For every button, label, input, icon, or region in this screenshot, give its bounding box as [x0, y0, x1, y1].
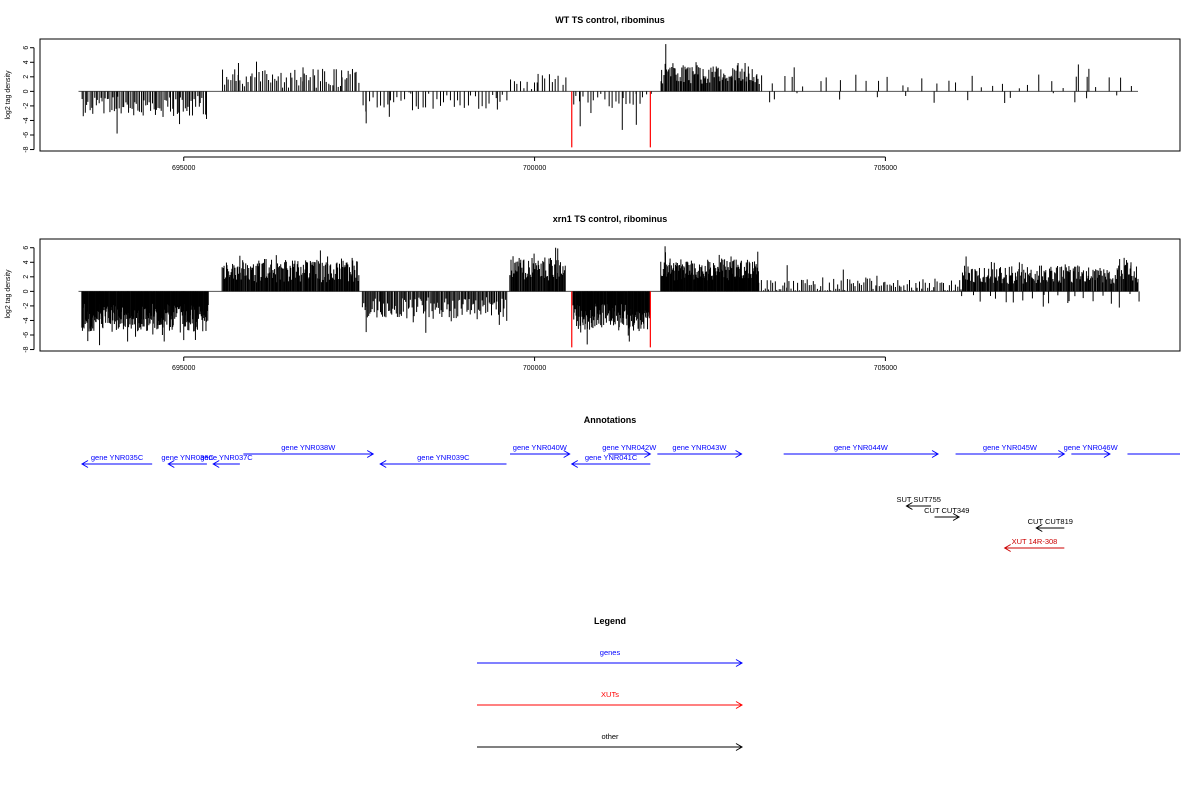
- feature-label: CUT CUT349: [924, 506, 969, 515]
- legend-item-label: genes: [600, 648, 621, 657]
- annotation-feature: SUT SUT755: [896, 495, 941, 510]
- x-tick-label: 705000: [874, 165, 897, 172]
- y-axis-label: log2 tag density: [5, 269, 12, 319]
- legend-item: genes: [477, 648, 743, 667]
- wt-density-panel: WT TS control, ribominus log2 tag densit…: [5, 15, 1181, 172]
- density-bars: [78, 44, 1138, 148]
- y-tick-label: 4: [23, 260, 30, 264]
- feature-label: gene YNR037C: [200, 453, 253, 462]
- arrowhead: [735, 743, 743, 751]
- annotations-title: Annotations: [584, 415, 637, 425]
- x-tick-label: 705000: [874, 365, 897, 372]
- y-tick-label: -8: [23, 146, 30, 152]
- feature-label: gene YNR039C: [417, 453, 470, 462]
- y-tick-label: -6: [23, 132, 30, 138]
- feature-label: gene YNR041C: [585, 453, 638, 462]
- arrowhead: [1003, 544, 1011, 552]
- legend-item: other: [477, 732, 743, 751]
- y-tick-label: 2: [23, 75, 30, 79]
- feature-label: XUT 14R-308: [1012, 537, 1058, 546]
- x-tick-label: 695000: [172, 365, 195, 372]
- annotation-feature: gene YNR046W: [1064, 443, 1119, 458]
- y-tick-label: -6: [23, 332, 30, 338]
- feature-label: gene YNR036C: [161, 453, 214, 462]
- feature-label: gene YNR042W: [602, 443, 657, 452]
- feature-label: CUT CUT819: [1028, 517, 1073, 526]
- arrowhead: [1103, 450, 1111, 458]
- arrowhead: [1058, 450, 1066, 458]
- annotation-feature: gene YNR037C: [200, 453, 253, 468]
- arrowhead: [931, 450, 940, 458]
- x-tick-label: 700000: [523, 165, 546, 172]
- feature-label: gene YNR040W: [513, 443, 568, 452]
- feature-label: gene YNR043W: [672, 443, 727, 452]
- annotation-feature: CUT CUT819: [1028, 517, 1073, 532]
- annotation-feature: gene YNR038W: [243, 443, 375, 458]
- y-axis-label: log2 tag density: [5, 70, 12, 120]
- y-tick-label: -4: [23, 317, 30, 323]
- y-tick-label: 6: [23, 46, 30, 50]
- arrowhead: [735, 450, 743, 458]
- annotation-feature: gene YNR036C: [161, 453, 214, 468]
- arrowhead: [644, 450, 652, 458]
- feature-label: gene YNR045W: [983, 443, 1038, 452]
- arrowhead: [379, 460, 387, 468]
- xrn1-density-panel: xrn1 TS control, ribominus log2 tag dens…: [5, 214, 1181, 372]
- annotation-feature: gene YNR045W: [955, 443, 1066, 458]
- y-tick-label: 6: [23, 246, 30, 250]
- annotation-feature: XUT 14R-308: [1003, 537, 1065, 552]
- legend-item-label: XUTs: [601, 690, 619, 699]
- annotation-feature: gene YNR041C: [570, 453, 651, 468]
- arrowhead: [1035, 524, 1043, 532]
- annotations-track: Annotations gene YNR035C gene YNR036Cgene…: [81, 415, 1180, 552]
- arrowhead: [735, 659, 743, 667]
- feature-label: gene YNR046W: [1064, 443, 1119, 452]
- annotation-feature: CUT CUT349: [924, 506, 969, 521]
- y-tick-label: -8: [23, 346, 30, 352]
- x-tick-label: 695000: [172, 165, 195, 172]
- legend-item-label: other: [601, 732, 619, 741]
- annotation-feature: gene YNR040W: [510, 443, 571, 458]
- plot-frame: [39, 38, 1181, 152]
- annotation-feature: gene YNR042W: [602, 443, 657, 458]
- density-bars: [78, 246, 1140, 348]
- arrowhead: [570, 460, 579, 468]
- y-tick-label: -4: [23, 117, 30, 123]
- y-tick-label: 0: [23, 289, 30, 293]
- y-tick-label: 2: [23, 275, 30, 279]
- arrowhead: [167, 460, 175, 468]
- annotation-feature: gene YNR035C: [81, 453, 153, 468]
- arrowhead: [952, 513, 961, 521]
- arrowhead: [81, 460, 89, 468]
- panel-title: xrn1 TS control, ribominus: [553, 214, 668, 224]
- legend-item: XUTs: [477, 690, 743, 709]
- arrowhead: [905, 502, 913, 510]
- arrowhead: [563, 450, 571, 458]
- arrowhead: [366, 450, 375, 458]
- feature-label: SUT SUT755: [896, 495, 940, 504]
- feature-label: gene YNR044W: [834, 443, 889, 452]
- arrowhead: [212, 460, 220, 468]
- annotation-feature: gene YNR044W: [783, 443, 940, 458]
- y-tick-label: 4: [23, 60, 30, 64]
- plot-frame: [39, 238, 1181, 352]
- feature-label: gene YNR035C: [91, 453, 144, 462]
- panel-title: WT TS control, ribominus: [555, 15, 665, 25]
- annotation-feature: gene YNR039C: [379, 453, 507, 468]
- annotation-feature: gene YNR043W: [657, 443, 743, 458]
- arrowhead: [735, 701, 743, 709]
- y-tick-label: -2: [23, 103, 30, 109]
- y-tick-label: 0: [23, 89, 30, 93]
- legend: Legend genes XUTs other: [477, 616, 743, 751]
- y-tick-label: -2: [23, 303, 30, 309]
- feature-label: gene YNR038W: [281, 443, 336, 452]
- x-tick-label: 700000: [523, 365, 546, 372]
- legend-title: Legend: [594, 616, 626, 626]
